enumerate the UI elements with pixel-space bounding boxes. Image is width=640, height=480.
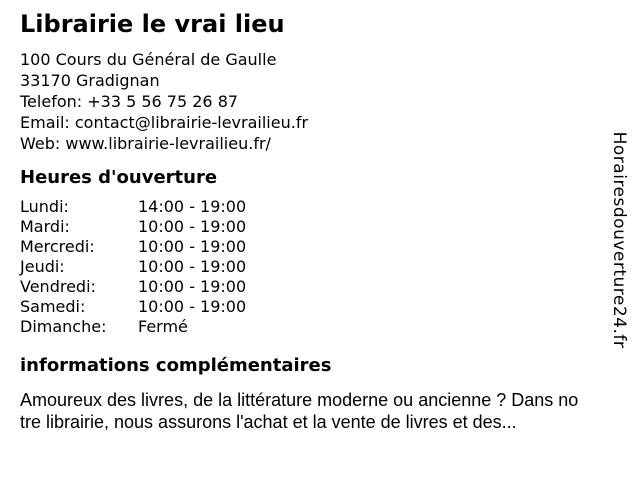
opening-hours-table: Lundi: 14:00 - 19:00 Mardi: 10:00 - 19:0… bbox=[20, 197, 620, 337]
hours-row-friday: Vendredi: 10:00 - 19:00 bbox=[20, 277, 620, 297]
day-label: Lundi: bbox=[20, 197, 69, 216]
day-hours: 10:00 - 19:00 bbox=[138, 277, 247, 296]
additional-info-heading: informations complémentaires bbox=[20, 355, 332, 376]
address-line-1: 100 Cours du Général de Gaulle bbox=[20, 50, 277, 69]
hours-row-wednesday: Mercredi: 10:00 - 19:00 bbox=[20, 237, 620, 257]
day-label: Jeudi: bbox=[20, 257, 65, 276]
business-listing-page: Librairie le vrai lieu 100 Cours du Géné… bbox=[20, 10, 620, 433]
business-name: Librairie le vrai lieu bbox=[20, 10, 285, 38]
phone-label: Telefon: bbox=[20, 92, 83, 111]
day-hours: 14:00 - 19:00 bbox=[138, 197, 247, 216]
address-line-2: 33170 Gradignan bbox=[20, 71, 160, 90]
day-label: Vendredi: bbox=[20, 277, 96, 296]
info-text-line-2: tre librairie, nous assurons l'achat et … bbox=[20, 412, 517, 432]
day-label: Mercredi: bbox=[20, 237, 95, 256]
info-text-line-1: Amoureux des livres, de la littérature m… bbox=[20, 390, 579, 410]
day-label: Dimanche: bbox=[20, 317, 107, 336]
hours-row-thursday: Jeudi: 10:00 - 19:00 bbox=[20, 257, 620, 277]
day-hours: 10:00 - 19:00 bbox=[138, 257, 247, 276]
contact-block: 100 Cours du Général de Gaulle 33170 Gra… bbox=[20, 49, 620, 154]
hours-row-saturday: Samedi: 10:00 - 19:00 bbox=[20, 297, 620, 317]
day-label: Samedi: bbox=[20, 297, 86, 316]
day-hours: 10:00 - 19:00 bbox=[138, 297, 247, 316]
phone-line: Telefon: +33 5 56 75 26 87 bbox=[20, 91, 620, 112]
email-line: Email: contact@librairie-levrailieu.fr bbox=[20, 112, 620, 133]
day-hours: Fermé bbox=[138, 317, 188, 336]
web-line: Web: www.librairie-levrailieu.fr/ bbox=[20, 133, 620, 154]
hours-row-sunday: Dimanche: Fermé bbox=[20, 317, 620, 337]
phone-value: +33 5 56 75 26 87 bbox=[87, 92, 239, 111]
email-label: Email: bbox=[20, 113, 70, 132]
email-value: contact@librairie-levrailieu.fr bbox=[74, 113, 309, 132]
web-label: Web: bbox=[20, 134, 61, 153]
opening-hours-heading: Heures d'ouverture bbox=[20, 167, 218, 188]
day-hours: 10:00 - 19:00 bbox=[138, 237, 247, 256]
site-watermark: Horairesdouverture24.fr bbox=[609, 131, 629, 349]
hours-row-tuesday: Mardi: 10:00 - 19:00 bbox=[20, 217, 620, 237]
additional-info-text: Amoureux des livres, de la littérature m… bbox=[20, 389, 620, 433]
hours-row-monday: Lundi: 14:00 - 19:00 bbox=[20, 197, 620, 217]
day-hours: 10:00 - 19:00 bbox=[138, 217, 247, 236]
day-label: Mardi: bbox=[20, 217, 70, 236]
web-value: www.librairie-levrailieu.fr/ bbox=[65, 134, 271, 153]
